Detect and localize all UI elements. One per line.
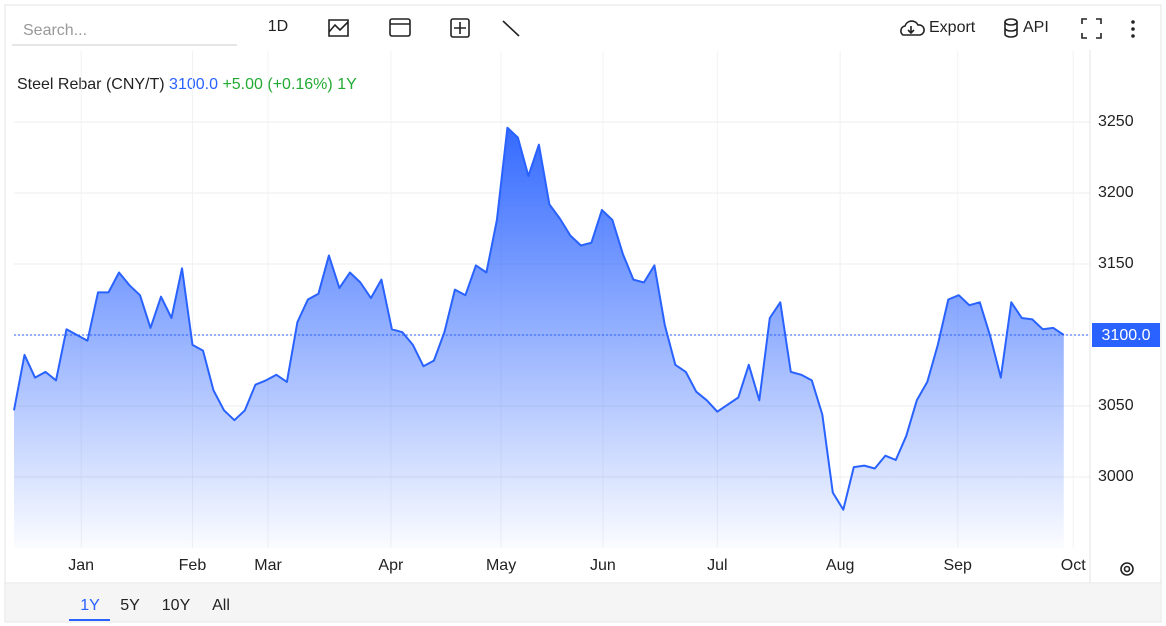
last-price-label: 3100.0	[1102, 327, 1151, 344]
add-icon[interactable]	[450, 18, 470, 38]
api-icon[interactable]	[1004, 18, 1018, 38]
price-change: +5.00 (+0.16%)	[222, 76, 332, 93]
calendar-icon[interactable]	[389, 18, 411, 37]
x-tick-label: Apr	[378, 557, 404, 574]
fullscreen-icon[interactable]	[1081, 18, 1102, 39]
chart-type-icon[interactable]	[328, 19, 349, 37]
x-tick-label: Oct	[1061, 557, 1086, 574]
last-price-box	[1092, 323, 1160, 347]
y-tick-label: 3050	[1098, 397, 1134, 414]
period-label: 1Y	[337, 76, 357, 93]
y-tick-label: 3000	[1098, 468, 1134, 485]
area-fill	[14, 127, 1064, 548]
y-tick-label: 3250	[1098, 113, 1134, 130]
range-button[interactable]: 10Y	[162, 597, 191, 614]
last-price: 3100.0	[169, 76, 218, 93]
x-tick-label: Jun	[590, 557, 616, 574]
x-tick-label: Mar	[254, 557, 282, 574]
search-box[interactable]: Search...	[23, 22, 87, 39]
range-button[interactable]: All	[212, 597, 230, 614]
export-icon[interactable]	[900, 20, 925, 36]
y-tick-label: 3200	[1098, 184, 1134, 201]
legend-title: Steel Rebar (CNY/T) 3100.0 +5.00 (+0.16%…	[17, 76, 357, 93]
range-button[interactable]: 5Y	[120, 597, 140, 614]
x-tick-label: Aug	[826, 557, 854, 574]
range-bar	[6, 584, 1160, 621]
instrument-name: Steel Rebar (CNY/T)	[17, 76, 165, 93]
x-tick-label: Sep	[943, 557, 972, 574]
price-line	[13, 126, 1065, 511]
plot: 300030503100315032003250JanFebMarAprMayJ…	[13, 51, 1160, 574]
api-button[interactable]: API	[1023, 19, 1049, 36]
x-tick-label: May	[486, 557, 516, 574]
x-tick-label: Jul	[707, 557, 727, 574]
menu-icon[interactable]	[1131, 20, 1135, 38]
export-button[interactable]: Export	[929, 19, 976, 36]
tool-icon[interactable]	[502, 20, 520, 37]
range-button[interactable]: 1Y	[80, 597, 100, 614]
x-tick-label: Jan	[68, 557, 94, 574]
interval-button[interactable]: 1D	[268, 18, 288, 35]
y-tick-label: 3150	[1098, 255, 1134, 272]
settings-icon[interactable]	[1120, 562, 1134, 576]
x-tick-label: Feb	[179, 557, 207, 574]
